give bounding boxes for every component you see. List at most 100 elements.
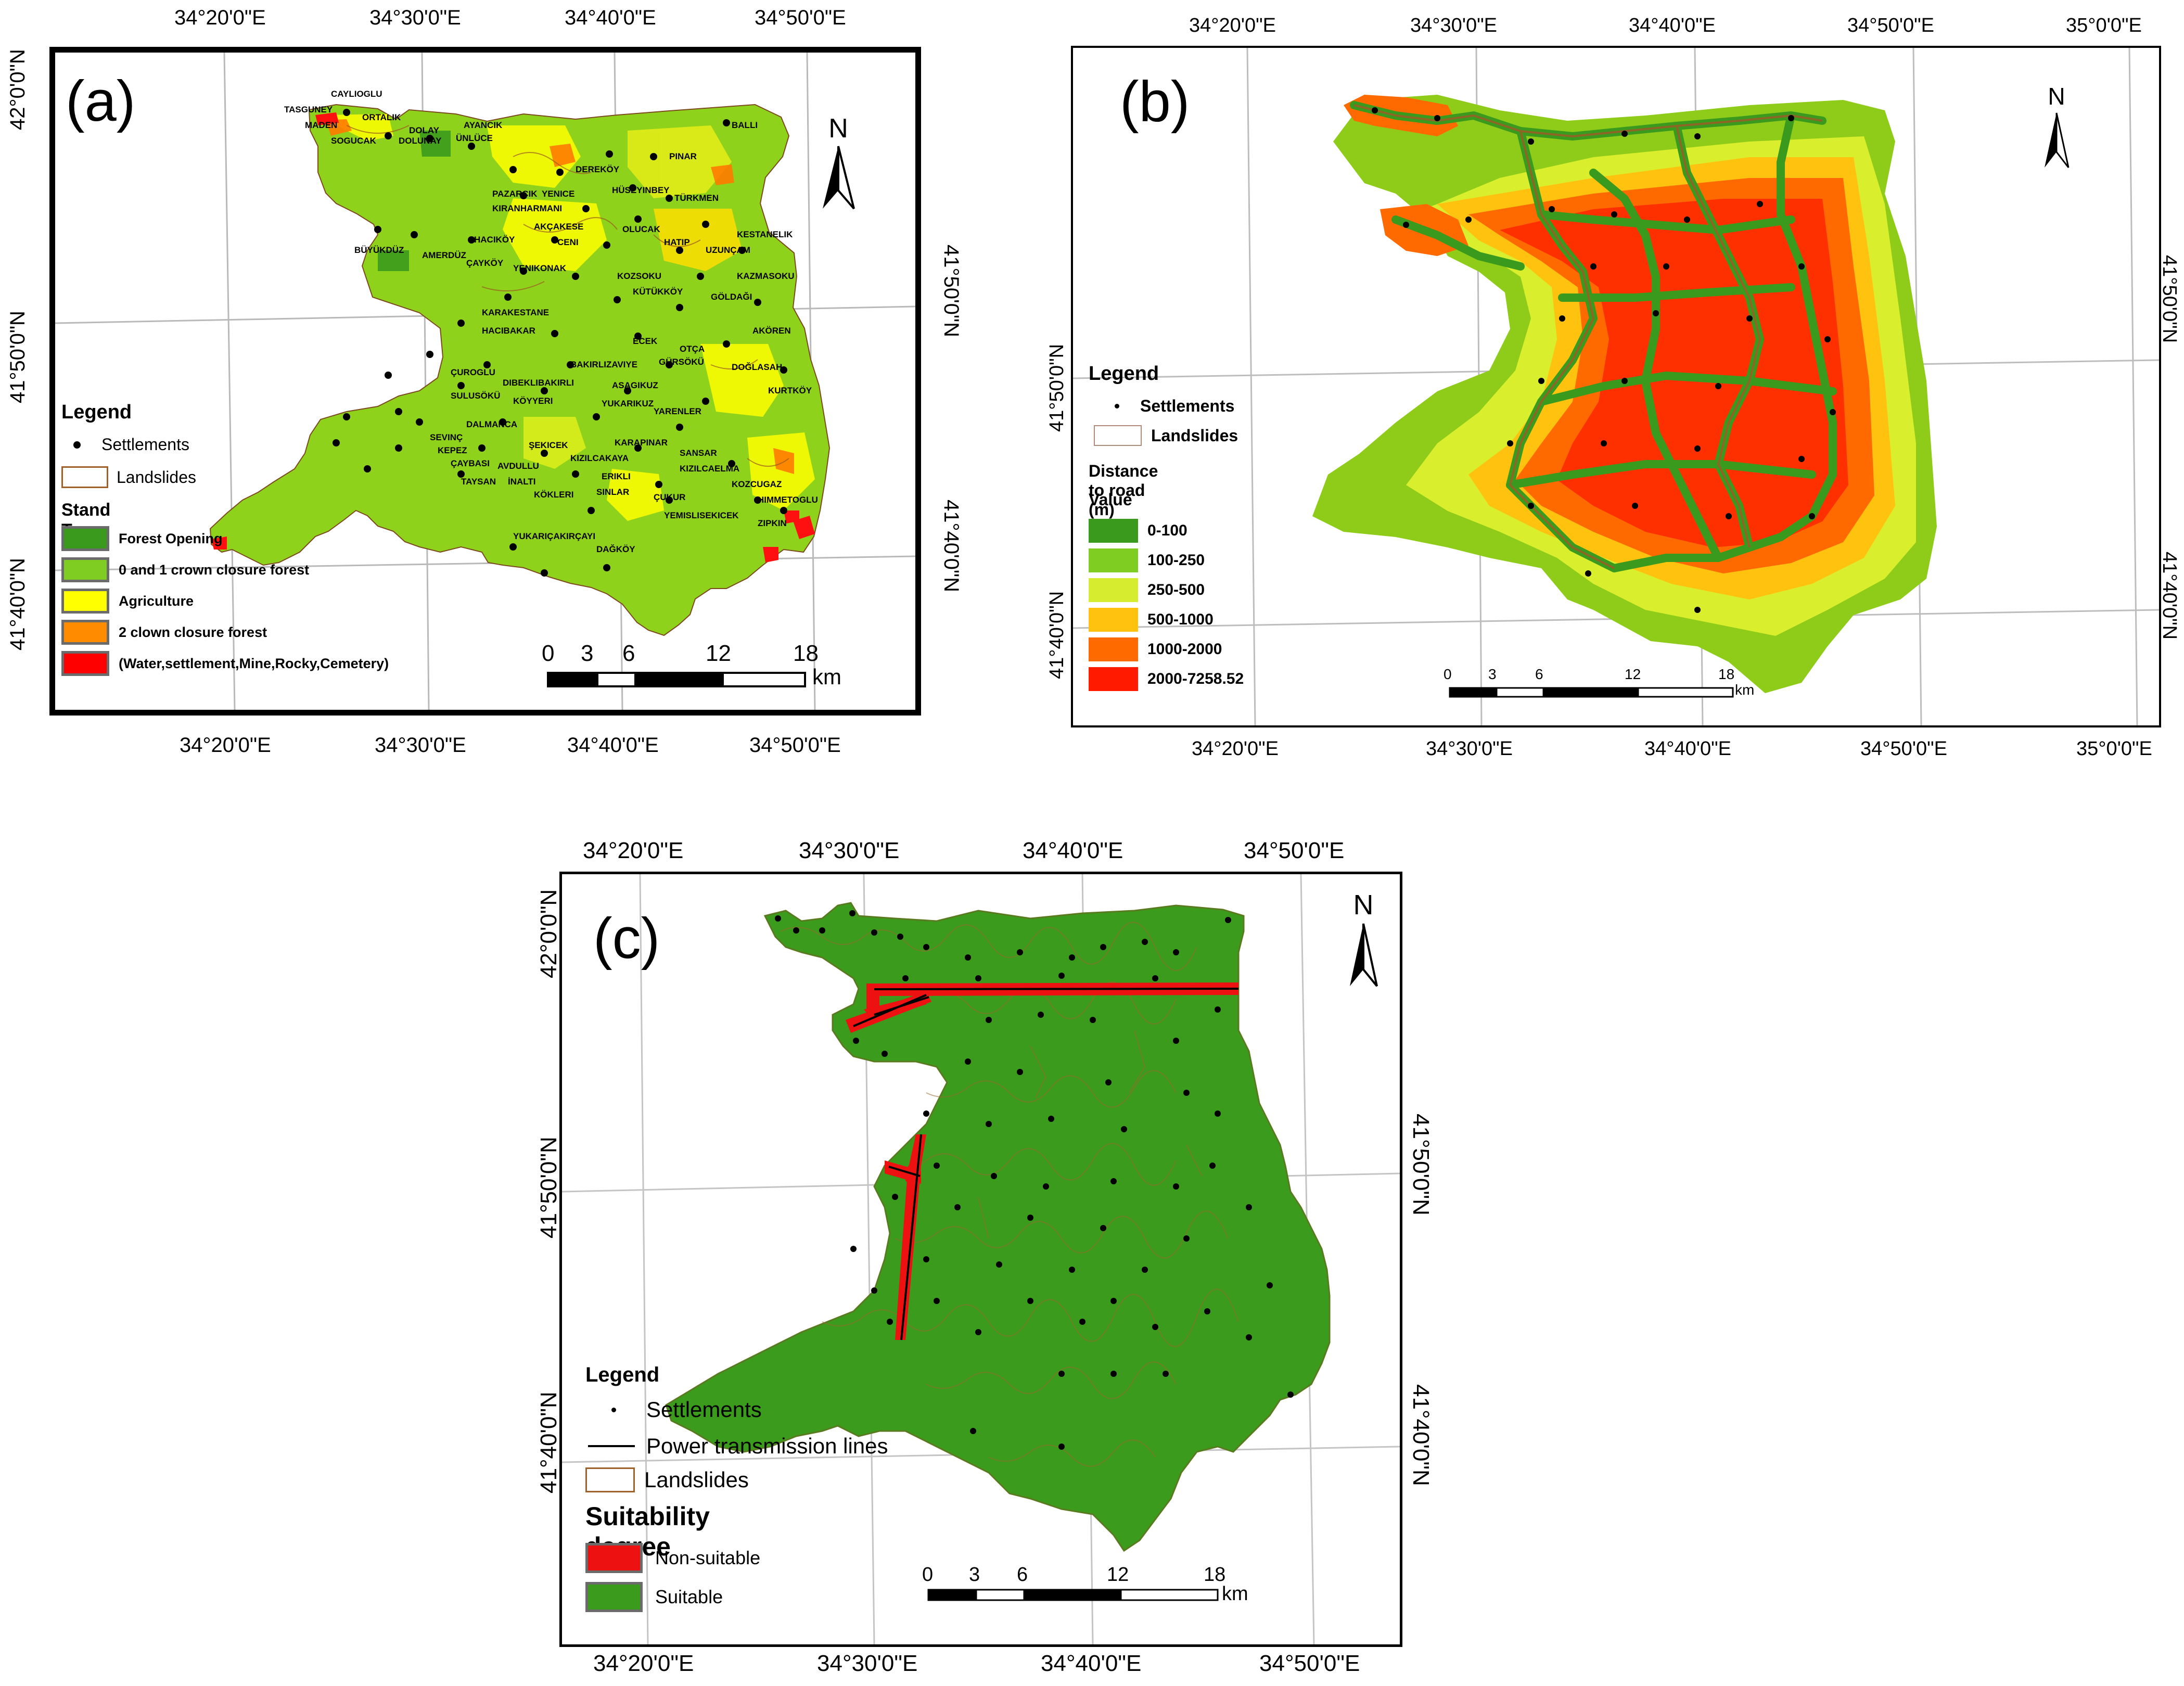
panel-c-class-label: Non-suitable bbox=[655, 1547, 761, 1568]
panel-a-bottom-tick-2: 34°30'0"E bbox=[375, 734, 466, 757]
place-label: SOGUCAK bbox=[331, 136, 376, 146]
place-label: CAYLIOGLU bbox=[331, 89, 382, 99]
place-label: PINAR bbox=[669, 151, 697, 161]
panel-a-class-label: 0 and 1 crown closure forest bbox=[119, 561, 310, 578]
settlement-dot-icon bbox=[73, 441, 81, 449]
panel-a-bottom-tick-4: 34°50'0"E bbox=[749, 734, 841, 757]
distance-class-swatch bbox=[1089, 578, 1138, 602]
crown-closure-01-swatch bbox=[61, 557, 109, 582]
panel-b-right-tick-1: 41°50'0"N bbox=[2159, 255, 2180, 343]
panel-a-left-tick-1: 42°0'0"N bbox=[6, 49, 29, 130]
panel-a-right-tick-2: 41°40'0"N bbox=[940, 500, 963, 592]
panel-c-right-tick-2: 41°40'0"N bbox=[1408, 1384, 1434, 1486]
scale-tick: 3 bbox=[581, 641, 594, 666]
panel-b-distance-title: Distance to road (m) bbox=[1089, 462, 1158, 519]
place-label: AVDULLU bbox=[497, 461, 539, 471]
scale-bar-graphic bbox=[927, 1589, 1219, 1601]
panel-b-map-area bbox=[1073, 48, 2159, 725]
scale-bar-graphic bbox=[1449, 687, 1734, 698]
distance-class-swatch bbox=[1089, 608, 1138, 632]
panel-c-map-frame: (c) N Legend Settlements Power transmiss… bbox=[559, 872, 1402, 1647]
panel-a-bottom-tick-3: 34°40'0"E bbox=[567, 734, 659, 757]
panel-b-class-label: 1000-2000 bbox=[1147, 641, 1222, 658]
place-label: HIMMETOGLU bbox=[758, 495, 818, 505]
place-label: UZUNÇAM bbox=[706, 245, 750, 255]
panel-a-top-tick-4: 34°50'0"E bbox=[755, 6, 846, 29]
panel-b-class-label: 100-250 bbox=[1147, 552, 1205, 569]
panel-c-bottom-tick-2: 34°30'0"E bbox=[817, 1651, 918, 1676]
place-label: YEMISLISEKICEK bbox=[664, 510, 739, 520]
north-arrow-icon: N bbox=[823, 113, 855, 210]
panel-b-class-label: 0-100 bbox=[1147, 522, 1187, 539]
scale-tick: 18 bbox=[793, 641, 819, 666]
place-label: BALLI bbox=[732, 120, 758, 130]
panel-c-map-area bbox=[562, 874, 1400, 1644]
panel-b-legend-landslides: Landslides bbox=[1151, 426, 1238, 445]
place-label: AMERDÜZ bbox=[422, 250, 466, 260]
place-label: ÜNLÜCE bbox=[456, 133, 493, 143]
distance-class-swatch bbox=[1089, 637, 1138, 661]
power-line-swatch-icon bbox=[588, 1445, 635, 1447]
panel-c-bottom-tick-4: 34°50'0"E bbox=[1259, 1651, 1360, 1676]
place-label: DEREKÖY bbox=[576, 164, 620, 174]
panel-a-legend-landslides: Landslides bbox=[117, 467, 196, 487]
scale-unit: km bbox=[812, 665, 841, 689]
landslide-swatch-icon bbox=[585, 1467, 635, 1492]
scale-tick: 18 bbox=[1204, 1564, 1226, 1586]
place-label: DOLUNAY bbox=[399, 136, 442, 146]
panel-c-top-tick-4: 34°50'0"E bbox=[1244, 838, 1345, 863]
place-label: SULUSÖKÜ bbox=[451, 391, 501, 401]
place-label: KIZILCAELMA bbox=[680, 464, 740, 474]
scale-tick: 3 bbox=[1488, 666, 1497, 682]
place-label: OTÇA bbox=[680, 344, 705, 354]
svg-text:N: N bbox=[2048, 83, 2065, 110]
panel-b-bottom-tick-2: 34°30'0"E bbox=[1426, 738, 1513, 760]
place-label: KURTKÖY bbox=[768, 386, 812, 395]
distance-class-swatch bbox=[1089, 519, 1138, 543]
panel-b-top-tick-5: 35°0'0"E bbox=[2066, 15, 2142, 36]
suitable-swatch bbox=[585, 1582, 643, 1612]
place-label: ÇUROGLU bbox=[451, 367, 495, 377]
place-label: ÇAYBASI bbox=[451, 458, 490, 468]
panel-c-left-tick-2: 41°50'0"N bbox=[536, 1136, 561, 1238]
place-label: YUKARIKUZ bbox=[602, 399, 654, 408]
panel-b-top-tick-2: 34°30'0"E bbox=[1410, 15, 1497, 36]
panel-b-legend-settlements: Settlements bbox=[1140, 397, 1235, 415]
distance-class-swatch bbox=[1089, 667, 1138, 691]
panel-b-bottom-tick-3: 34°40'0"E bbox=[1644, 738, 1731, 760]
panel-b-class-label: 250-500 bbox=[1147, 581, 1205, 598]
place-label: HACIKÖY bbox=[474, 235, 515, 245]
place-label: KESTANELIK bbox=[737, 229, 793, 239]
panel-c-top-tick-2: 34°30'0"E bbox=[799, 838, 900, 863]
place-label: DOLAY bbox=[409, 125, 439, 135]
panel-a-left-tick-2: 41°50'0"N bbox=[6, 311, 29, 403]
svg-text:N: N bbox=[1353, 889, 1374, 921]
panel-a-class-label: Agriculture bbox=[119, 593, 194, 609]
place-label: KÖYYERI bbox=[513, 396, 553, 406]
place-label: KEPEZ bbox=[438, 445, 467, 455]
panel-a-right-tick-1: 41°50'0"N bbox=[940, 245, 963, 337]
place-label: ERIKLI bbox=[602, 471, 631, 481]
panel-b-bottom-tick-4: 34°50'0"E bbox=[1860, 738, 1947, 760]
panel-a-top-tick-1: 34°20'0"E bbox=[174, 6, 266, 29]
scale-unit: km bbox=[1222, 1583, 1248, 1605]
place-label: DAĞKÖY bbox=[596, 544, 635, 554]
panel-c-top-tick-1: 34°20'0"E bbox=[583, 838, 684, 863]
place-label: TAYSAN bbox=[461, 477, 496, 487]
panel-c-legend-settlements: Settlements bbox=[646, 1397, 762, 1422]
place-label: AKÇAKESE bbox=[534, 222, 584, 232]
panel-a-legend-settlements: Settlements bbox=[101, 435, 189, 454]
scale-tick: 0 bbox=[922, 1564, 934, 1586]
place-label: ÇAYKÖY bbox=[466, 258, 504, 268]
place-label: HACIBAKAR bbox=[482, 326, 535, 336]
place-label: GÖLDAĞI bbox=[711, 292, 752, 302]
place-label: SANSAR bbox=[680, 448, 717, 458]
place-label: KOZSOKU bbox=[617, 271, 661, 281]
panel-b-bottom-tick-1: 34°20'0"E bbox=[1192, 738, 1279, 760]
place-label: SINLAR bbox=[596, 487, 630, 497]
place-label: KARAPINAR bbox=[615, 438, 668, 448]
panel-c-bottom-tick-3: 34°40'0"E bbox=[1041, 1651, 1142, 1676]
place-label: KIRANHARMANI bbox=[492, 203, 563, 213]
panel-a-class-label: 2 clown closure forest bbox=[119, 624, 267, 640]
place-label: GÜRSÖKÜ bbox=[659, 357, 704, 367]
